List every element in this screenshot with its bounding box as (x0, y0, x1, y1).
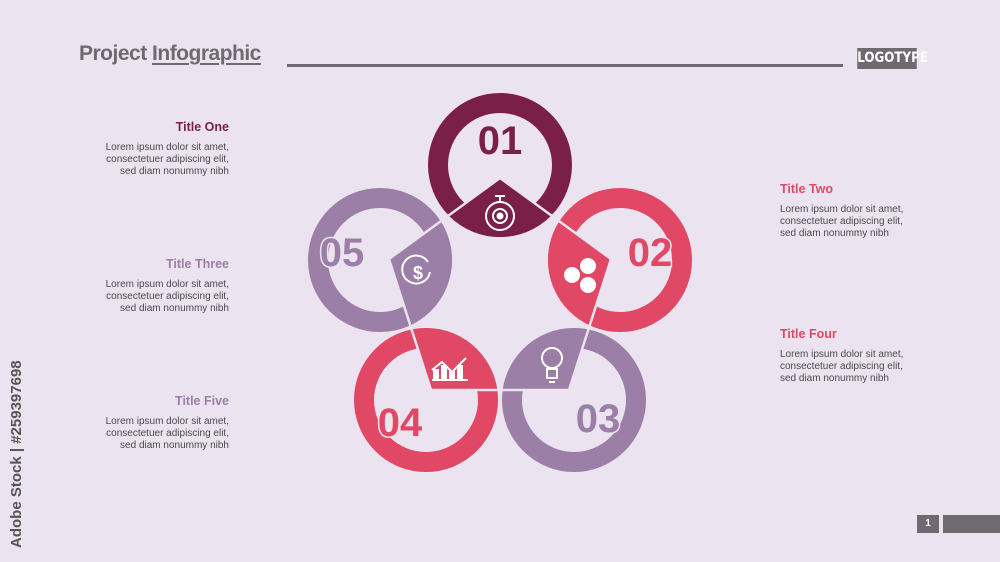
text-block-title-two: Title Two Lorem ipsum dolor sit amet, co… (780, 183, 980, 240)
title-text: Project (79, 42, 153, 65)
block-title: Title Three (166, 257, 229, 271)
step-number-02: 02 (628, 231, 673, 275)
svg-text:$: $ (413, 263, 423, 283)
step-number-04: 04 (378, 401, 423, 445)
title-underlined: Infographic (152, 42, 261, 65)
dollar-cycle-icon: $ (401, 254, 431, 285)
block-title: Title Five (175, 394, 229, 408)
bar-chart-icon (431, 357, 468, 381)
text-block-title-five: Title Five Lorem ipsum dolor sit amet, c… (29, 395, 229, 452)
step-number-01: 01 (478, 119, 523, 163)
lightbulb-icon (541, 347, 563, 383)
block-body-line: consectetuer adipiscing elit, (106, 428, 229, 439)
block-body-line: sed diam nonummy nibh (120, 303, 229, 314)
block-title: Title Two (780, 182, 834, 196)
header-rule (287, 64, 843, 67)
block-body-line: consectetuer adipiscing elit, (106, 154, 229, 165)
segment-03 (502, 328, 611, 390)
block-body-line: consectetuer adipiscing elit, (106, 291, 229, 302)
block-body-line: sed diam nonummy nibh (120, 166, 229, 177)
step-number-05: 05 (320, 231, 365, 275)
footer-bar (943, 515, 1000, 533)
block-body-line: sed diam nonummy nibh (780, 228, 889, 239)
block-body-line: Lorem ipsum dolor sit amet, (105, 142, 229, 153)
text-block-title-one: Title One Lorem ipsum dolor sit amet, co… (29, 121, 229, 178)
block-title: Title One (175, 120, 229, 134)
block-body-line: sed diam nonummy nibh (780, 373, 889, 384)
block-body-line: Lorem ipsum dolor sit amet, (780, 204, 904, 215)
page-title: Project Infographic (79, 42, 261, 66)
segment-02 (548, 188, 611, 332)
logotype: LOGOTYPE (857, 48, 928, 69)
segment-05 (389, 188, 452, 332)
watermark-side-text: Adobe Stock | #259397698 (8, 360, 25, 548)
pentagon-outline (387, 176, 613, 392)
stopwatch-gear-icon (485, 195, 515, 231)
block-title: Title Four (780, 327, 837, 341)
block-body-line: sed diam nonummy nibh (120, 440, 229, 451)
text-block-title-four: Title Four Lorem ipsum dolor sit amet, c… (780, 328, 980, 385)
block-body-line: Lorem ipsum dolor sit amet, (780, 349, 904, 360)
block-body-line: consectetuer adipiscing elit, (780, 361, 903, 372)
speech-bubbles-icon (564, 258, 596, 293)
page-number: 1 (917, 515, 939, 533)
text-block-title-three: Title Three Lorem ipsum dolor sit amet, … (29, 258, 229, 315)
step-number-03: 03 (576, 397, 621, 441)
segment-04 (389, 328, 498, 390)
block-body-line: consectetuer adipiscing elit, (780, 216, 903, 227)
block-body-line: Lorem ipsum dolor sit amet, (105, 416, 229, 427)
block-body-line: Lorem ipsum dolor sit amet, (105, 279, 229, 290)
